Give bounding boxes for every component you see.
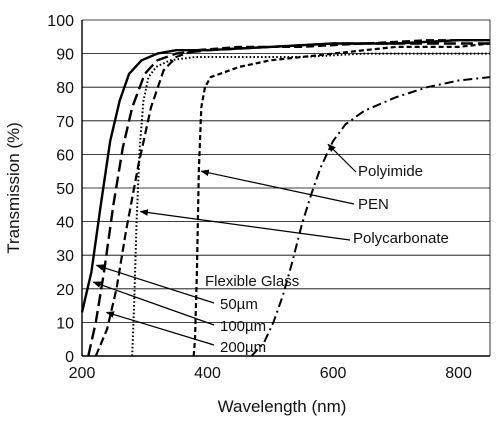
grid-lines <box>82 19 491 356</box>
annotation-label: Polycarbonate <box>353 230 449 247</box>
annotation-arrow <box>92 281 215 326</box>
series-line <box>80 39 490 313</box>
y-tick-label: 100 <box>47 13 74 30</box>
series-line <box>87 42 490 357</box>
x-tick-label: 200 <box>69 365 96 382</box>
annotation-arrow <box>200 169 355 205</box>
annotation-label: 50µm <box>220 296 258 313</box>
axes <box>81 20 490 357</box>
tick-labels: 0 10 20 30 40 50 60 70 80 90 100 200 400 600 800 <box>47 13 472 382</box>
y-tick-label: 80 <box>56 80 74 97</box>
annotation-label: 200µm <box>220 339 266 356</box>
y-tick-label: 0 <box>65 349 74 366</box>
annotation-label: Polyimide <box>358 163 423 180</box>
series-line <box>250 76 491 357</box>
x-tick-label: 400 <box>194 365 221 382</box>
annotation-arrow <box>95 264 215 304</box>
series-line <box>94 39 490 357</box>
y-tick-label: 40 <box>56 215 74 232</box>
y-tick-label: 30 <box>56 248 74 265</box>
annotation-arrow <box>327 143 357 173</box>
y-tick-label: 50 <box>56 181 74 198</box>
annotation-label: 100µm <box>220 318 266 335</box>
y-tick-label: 90 <box>56 47 74 64</box>
annotation-arrow <box>105 311 215 346</box>
x-axis-title: Wavelength (nm) <box>218 397 347 416</box>
annotation-arrow <box>139 209 351 241</box>
series-lines <box>80 39 491 357</box>
y-tick-label: 60 <box>56 147 74 164</box>
y-tick-label: 20 <box>56 282 74 299</box>
y-tick-label: 10 <box>56 315 74 332</box>
series-line <box>131 52 490 357</box>
y-tick-label: 70 <box>56 114 74 131</box>
annotation-label: Flexible Glass <box>205 273 299 290</box>
x-tick-label: 800 <box>445 365 472 382</box>
x-tick-label: 600 <box>320 365 347 382</box>
y-axis-title: Transmission (%) <box>4 122 23 254</box>
annotation-label: PEN <box>358 196 389 213</box>
annotations: Polyimide PEN Polycarbonate Flexible Glass 5… <box>92 143 449 356</box>
